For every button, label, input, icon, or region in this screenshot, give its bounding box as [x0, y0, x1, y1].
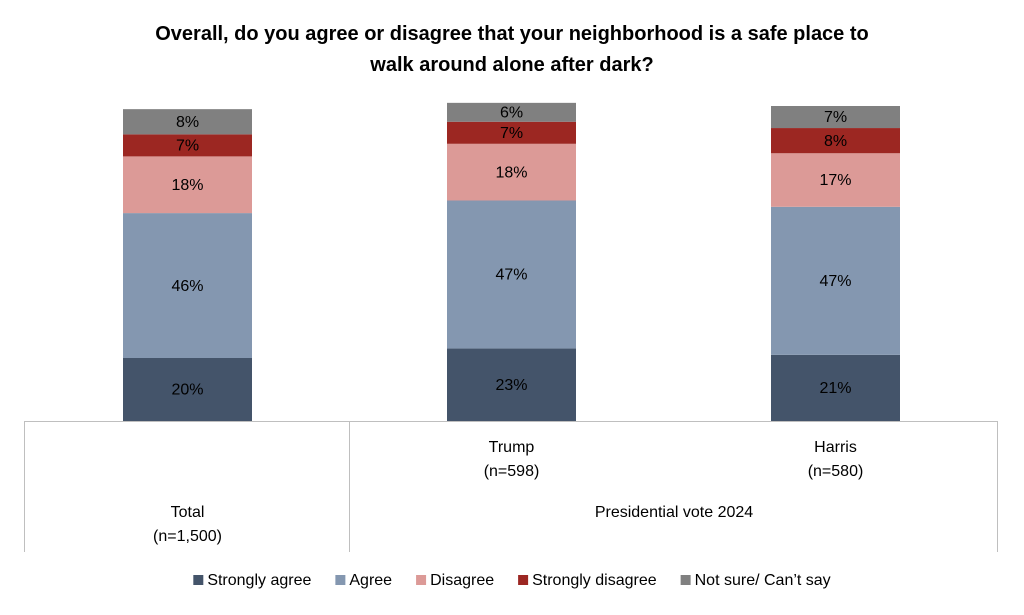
bar-segment — [771, 153, 900, 207]
value-label: 21% — [819, 380, 851, 397]
bar-segment — [771, 354, 900, 421]
value-label: 18% — [495, 164, 527, 181]
legend-swatch — [335, 575, 346, 585]
group-label: Presidential vote 2024 — [595, 504, 753, 521]
x-tick-label: Trump — [489, 439, 535, 456]
value-label: 47% — [819, 273, 851, 290]
bar-segment — [123, 358, 252, 421]
value-label: 8% — [176, 114, 199, 131]
value-label: 47% — [495, 267, 527, 284]
x-tick-note: (n=1,500) — [153, 528, 222, 545]
value-label: 6% — [500, 105, 523, 122]
legend-swatch — [680, 575, 691, 585]
bar-segment — [771, 128, 900, 154]
bar-segment — [123, 109, 252, 135]
bar-segment — [123, 213, 252, 358]
value-label: 7% — [176, 138, 199, 155]
bar-segment — [447, 121, 576, 144]
legend-swatch — [416, 575, 427, 585]
value-label: 23% — [495, 377, 527, 394]
bar-segment — [447, 200, 576, 349]
value-label: 7% — [500, 125, 523, 142]
x-tick-note: (n=598) — [484, 463, 540, 480]
x-tick-label: Total — [171, 504, 205, 521]
bar-segment — [123, 156, 252, 214]
category-table — [24, 421, 998, 552]
bar-segment — [771, 106, 900, 129]
legend-label: Strongly disagree — [532, 572, 657, 589]
x-tick-note: (n=580) — [808, 463, 864, 480]
value-label: 46% — [171, 278, 203, 295]
legend-label: Not sure/ Can’t say — [695, 572, 831, 589]
legend-swatch — [193, 575, 204, 585]
legend-label: Disagree — [430, 572, 494, 589]
x-tick-label: Harris — [814, 439, 857, 456]
legend-swatch — [518, 575, 529, 585]
legend-label: Agree — [349, 572, 392, 589]
bar-segment — [447, 102, 576, 122]
value-label: 17% — [819, 172, 851, 189]
value-label: 7% — [824, 109, 847, 126]
bar-segment — [447, 348, 576, 421]
value-label: 8% — [824, 133, 847, 150]
value-label: 20% — [171, 382, 203, 399]
bar-segment — [123, 134, 252, 157]
bar-segment — [447, 143, 576, 201]
value-label: 18% — [171, 177, 203, 194]
chart-title: Overall, do you agree or disagree that y… — [155, 23, 869, 76]
legend-label: Strongly agree — [207, 572, 311, 589]
bar-segment — [771, 206, 900, 355]
